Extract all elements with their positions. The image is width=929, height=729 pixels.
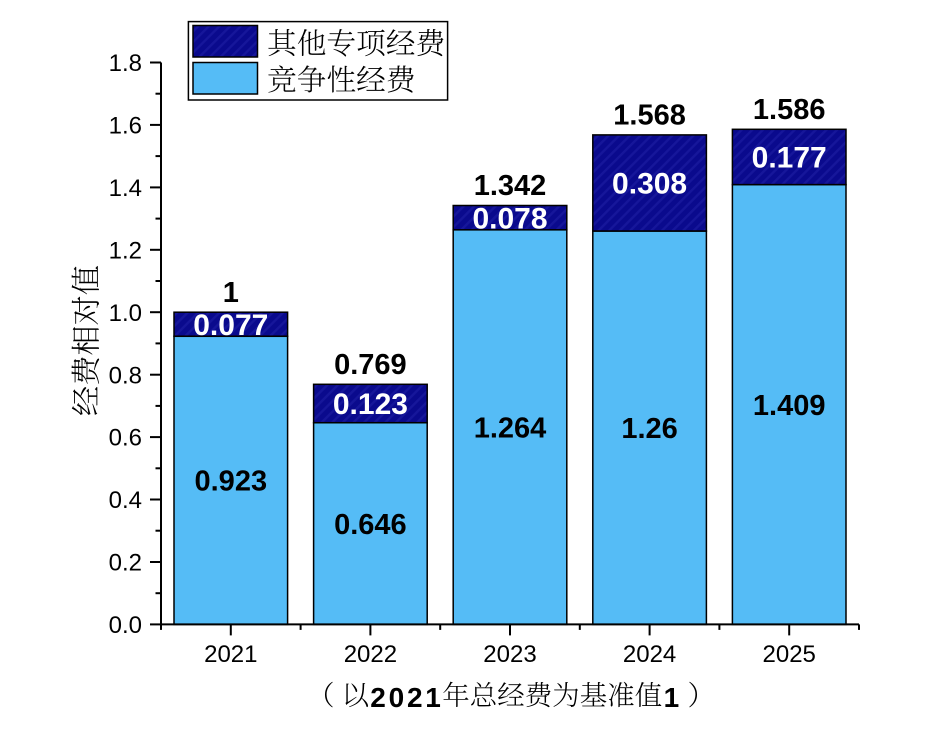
svg-text:1: 1	[664, 682, 680, 713]
svg-text:0.077: 0.077	[193, 309, 268, 342]
svg-text:0.769: 0.769	[334, 349, 407, 381]
svg-text:2024: 2024	[623, 641, 676, 668]
svg-text:0.308: 0.308	[612, 168, 687, 201]
svg-text:1.2: 1.2	[109, 237, 142, 264]
svg-text:0: 0	[389, 682, 405, 713]
svg-text:2025: 2025	[763, 641, 816, 668]
svg-text:0.6: 0.6	[109, 425, 142, 452]
svg-text:1.409: 1.409	[753, 390, 826, 422]
svg-text:2: 2	[370, 682, 386, 713]
svg-text:1.6: 1.6	[109, 113, 142, 140]
svg-text:2022: 2022	[344, 641, 397, 668]
svg-text:0.646: 0.646	[334, 509, 407, 541]
svg-text:1.342: 1.342	[474, 170, 547, 202]
svg-text:1.0: 1.0	[109, 300, 142, 327]
svg-text:1.8: 1.8	[109, 50, 142, 77]
svg-text:0.4: 0.4	[109, 487, 142, 514]
svg-text:1.264: 1.264	[474, 413, 547, 445]
svg-text:0.123: 0.123	[333, 388, 408, 421]
svg-text:2023: 2023	[483, 641, 536, 668]
svg-text:2021: 2021	[204, 641, 257, 668]
svg-text:1.586: 1.586	[753, 94, 826, 126]
svg-text:1.568: 1.568	[613, 100, 686, 132]
svg-text:1.4: 1.4	[109, 175, 142, 202]
svg-text:0.177: 0.177	[752, 142, 827, 175]
svg-text:0.078: 0.078	[472, 202, 547, 235]
svg-text:1: 1	[425, 682, 441, 713]
svg-text:0.8: 0.8	[109, 362, 142, 389]
svg-text:1: 1	[223, 277, 239, 309]
svg-text:0.2: 0.2	[109, 550, 142, 577]
svg-text:0.923: 0.923	[195, 466, 268, 498]
svg-text:2: 2	[407, 682, 423, 713]
svg-text:0.0: 0.0	[109, 612, 142, 639]
svg-text:1.26: 1.26	[621, 413, 677, 445]
